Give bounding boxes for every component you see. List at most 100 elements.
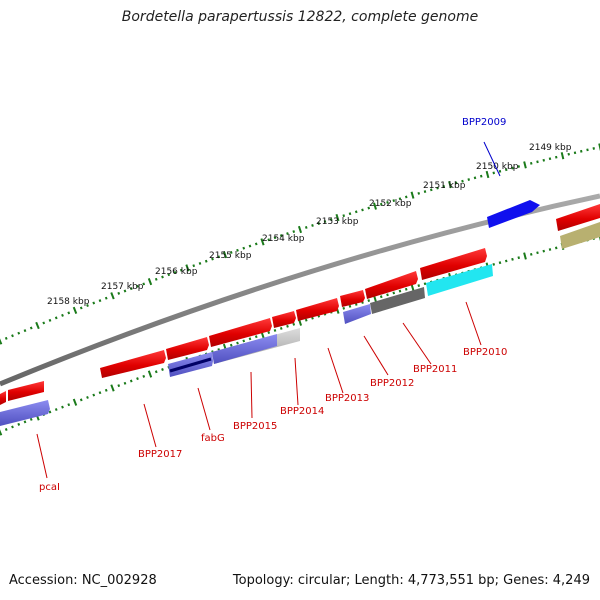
minor-tick [254,335,258,339]
major-tick [0,429,3,436]
minor-tick [242,246,246,250]
minor-tick [4,336,8,340]
minor-tick [236,341,239,345]
gene-label-pcaI[interactable]: pcaI [39,482,60,493]
minor-tick [554,155,558,159]
gene-arrow[interactable] [100,350,166,378]
minor-tick [536,251,539,255]
scale-tick-label: 2156 kbp [155,267,198,277]
reverse-strand-genes [0,222,600,426]
minor-tick [504,259,508,263]
gene-arrow[interactable] [560,222,600,249]
gene-arrow[interactable] [426,264,493,296]
scale-tick-label: 2157 kbp [101,282,144,292]
minor-tick [548,248,552,251]
minor-tick [54,408,58,412]
gene-arrow[interactable] [209,318,272,347]
major-tick [373,202,377,210]
minor-tick [429,188,433,192]
gene-arrow[interactable] [8,381,44,401]
gene-arrow[interactable] [340,290,365,307]
scale-tick-label: 2151 kbp [423,181,466,191]
gene-arrow[interactable] [0,400,50,426]
gene-arrow[interactable] [370,287,425,314]
minor-tick [329,218,333,221]
minor-tick [567,152,570,156]
major-tick [110,384,115,392]
minor-tick [61,313,64,317]
scale-tick-label: 2153 kbp [316,217,359,227]
minor-tick [398,197,402,201]
gene-label-BPP2009[interactable]: BPP2009 [462,117,506,128]
minor-tick [542,249,546,253]
minor-tick [79,398,83,402]
major-tick [523,161,527,169]
minor-tick [48,318,52,322]
major-tick [72,398,78,406]
minor-tick [92,393,96,397]
minor-tick [117,384,121,388]
minor-tick [173,270,177,274]
minor-tick [242,339,246,343]
gene-arrow-BPP2009[interactable] [487,200,540,228]
gene-arrow[interactable] [420,248,487,280]
minor-tick [67,311,71,315]
gene-arrow[interactable] [556,204,600,231]
gene-label-BPP2012[interactable]: BPP2012 [370,378,414,389]
minor-tick [348,212,352,216]
map-title: Bordetella parapertussis 12822, complete… [121,9,479,25]
minor-tick [79,306,83,310]
gene-arrow[interactable] [212,334,277,364]
minor-tick [473,176,477,180]
minor-tick [29,417,33,421]
minor-tick [404,287,408,291]
minor-tick [267,331,271,334]
gene-arrow[interactable] [166,337,209,360]
gene-label-BPP2013[interactable]: BPP2013 [325,393,369,404]
minor-tick [517,256,521,260]
gene-arrow[interactable] [343,304,371,324]
minor-tick [23,420,27,424]
gene-label-BPP2015[interactable]: BPP2015 [233,421,277,432]
minor-tick [511,166,514,170]
gene-arrow[interactable] [272,311,296,328]
minor-tick [29,326,33,330]
minor-tick [417,191,421,195]
minor-tick [286,324,289,328]
minor-tick [267,238,271,242]
minor-tick [104,296,108,300]
minor-tick [386,201,389,204]
gene-label-BPP2011[interactable]: BPP2011 [413,364,457,375]
minor-tick [392,291,396,295]
major-tick [335,213,340,222]
gene-label-BPP2017[interactable]: BPP2017 [138,449,182,460]
gene-arrow[interactable] [0,391,6,405]
minor-tick [248,244,252,248]
minor-tick [542,158,546,162]
minor-tick [348,304,352,308]
gene-arrow[interactable] [296,298,339,321]
minor-tick [142,374,146,378]
gene-label-BPP2010[interactable]: BPP2010 [463,347,507,358]
gene-label-BPP2014[interactable]: BPP2014 [280,406,324,417]
minor-tick [536,160,539,164]
outer-scale-ring [0,143,600,345]
minor-tick [4,427,8,431]
minor-tick [467,178,471,181]
minor-tick [86,304,89,307]
minor-tick [554,246,558,250]
minor-tick [61,405,64,409]
gene-labels: BPP2009 BPP2010 BPP2011 BPP2012 BPP2013 … [39,117,507,493]
gene-arrow[interactable] [365,271,418,299]
scale-tick-label: 2154 kbp [262,234,305,244]
scale-tick-label: 2152 kbp [369,199,412,209]
minor-tick [104,388,108,392]
minor-tick [492,262,496,266]
minor-tick [548,157,552,161]
minor-tick [311,224,314,227]
minor-tick [592,147,595,150]
minor-tick [273,329,277,332]
minor-tick [504,168,508,172]
gene-label-fabG[interactable]: fabG [201,433,225,444]
